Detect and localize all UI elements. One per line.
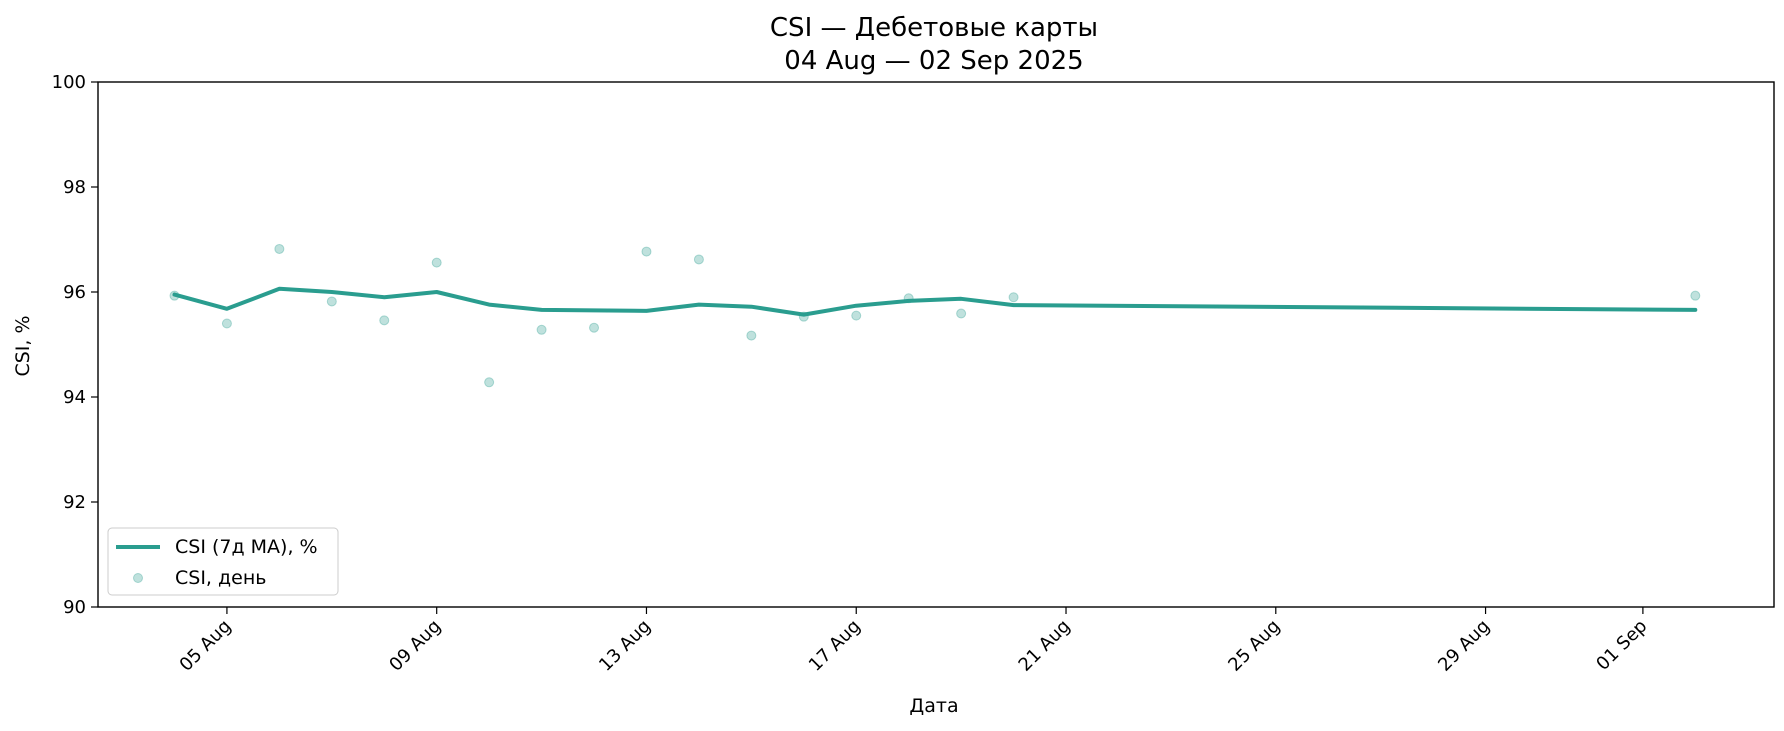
legend-label-moving-average: CSI (7д MA), % <box>175 536 318 558</box>
x-tick-label: 21 Aug <box>1015 616 1075 676</box>
daily-point <box>379 315 390 326</box>
daily-point <box>956 308 967 319</box>
daily-point <box>326 296 337 307</box>
x-tick-label: 17 Aug <box>805 616 865 676</box>
daily-point <box>536 324 547 335</box>
x-axis-ticks: 05 Aug 09 Aug 13 Aug 17 Aug 21 Aug 25 Aug 29 A… <box>176 607 1651 676</box>
y-tick-label: 100 <box>52 72 86 93</box>
daily-point <box>274 243 285 254</box>
y-tick-label: 90 <box>63 597 86 618</box>
chart-title-line2: 04 Aug — 02 Sep 2025 <box>784 46 1083 76</box>
daily-point <box>484 377 495 388</box>
moving-average-line <box>172 286 1698 317</box>
daily-points-layer <box>169 243 1701 388</box>
chart-title-line1: CSI — Дебетовые карты <box>770 13 1098 43</box>
daily-point <box>641 246 652 257</box>
y-axis-label: CSI, % <box>12 315 34 376</box>
moving-average-layer <box>172 286 1698 317</box>
x-tick-label: 05 Aug <box>176 616 236 676</box>
x-axis-label: Дата <box>909 695 958 717</box>
legend-label-daily: CSI, день <box>175 567 266 589</box>
x-tick-label: 09 Aug <box>385 616 445 676</box>
legend-swatch-daily <box>133 573 143 583</box>
daily-point <box>746 330 757 341</box>
plot-area-frame <box>97 81 1775 608</box>
daily-point <box>589 322 600 333</box>
daily-point <box>221 318 232 329</box>
x-tick-label: 01 Sep <box>1592 616 1651 675</box>
daily-point <box>851 310 862 321</box>
daily-point <box>1690 290 1701 301</box>
chart-legend: CSI (7д MA), % CSI, день <box>107 527 339 596</box>
x-tick-label: 13 Aug <box>595 616 655 676</box>
daily-point <box>431 257 442 268</box>
y-axis-ticks: 90 92 94 96 98 100 <box>52 72 98 618</box>
y-tick-label: 92 <box>63 492 86 513</box>
y-tick-label: 96 <box>63 282 86 303</box>
y-tick-label: 94 <box>63 387 86 408</box>
daily-point <box>693 254 704 265</box>
x-tick-label: 25 Aug <box>1224 616 1284 676</box>
daily-point <box>1008 292 1019 303</box>
legend-box <box>107 527 339 596</box>
y-tick-label: 98 <box>63 177 86 198</box>
x-tick-label: 29 Aug <box>1434 616 1494 676</box>
